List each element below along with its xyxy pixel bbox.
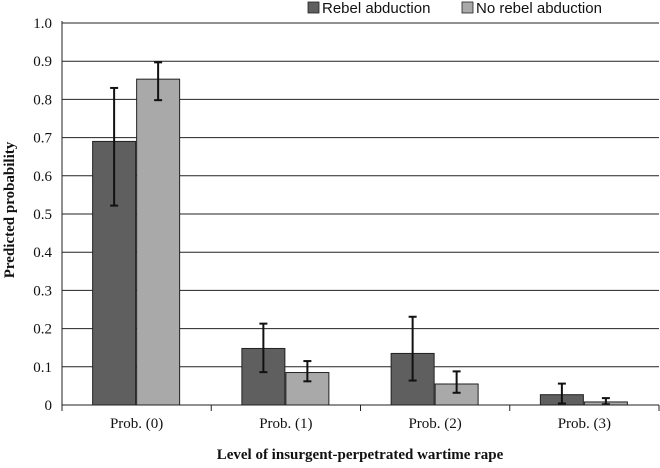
- y-tick-label: 0.3: [33, 283, 52, 299]
- legend: Rebel abduction No rebel abduction: [308, 0, 602, 17]
- y-tick-label: 0: [45, 398, 53, 414]
- x-tick-label: Prob. (3): [558, 416, 611, 432]
- y-axis-title: Predicted probability: [2, 141, 18, 278]
- legend-swatch-rebel-abduction: [308, 2, 319, 13]
- bars: [93, 62, 628, 405]
- legend-swatch-no-rebel-abduction: [462, 2, 473, 13]
- x-tick-label: Prob. (1): [259, 416, 312, 432]
- x-axis-title: Level of insurgent-perpetrated wartime r…: [217, 447, 504, 463]
- y-tick-label: 1.0: [33, 16, 52, 32]
- x-tick-label: Prob. (2): [408, 416, 461, 432]
- y-tick-label: 0.4: [33, 245, 52, 261]
- y-tick-label: 0.7: [33, 131, 52, 147]
- y-tick-label: 0.8: [33, 92, 52, 108]
- y-tick-label: 0.5: [33, 207, 52, 223]
- y-tick-label: 0.6: [33, 169, 52, 185]
- y-tick-label: 0.2: [33, 322, 52, 338]
- error-bar: [602, 398, 610, 404]
- bar: [137, 79, 180, 405]
- x-tick-label: Prob. (0): [110, 416, 163, 432]
- legend-label-rebel-abduction: Rebel abduction: [322, 0, 430, 17]
- y-tick-label: 0.1: [33, 360, 52, 376]
- legend-label-no-rebel-abduction: No rebel abduction: [476, 0, 602, 17]
- y-tick-label: 0.9: [33, 54, 52, 70]
